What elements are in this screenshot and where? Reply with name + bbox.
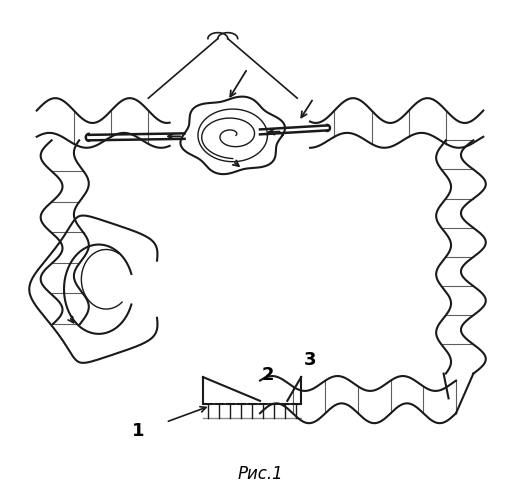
Text: 3: 3 [303,351,316,369]
Text: Рис.1: Рис.1 [237,465,283,483]
Text: 1: 1 [132,422,145,440]
Text: 2: 2 [261,366,274,384]
